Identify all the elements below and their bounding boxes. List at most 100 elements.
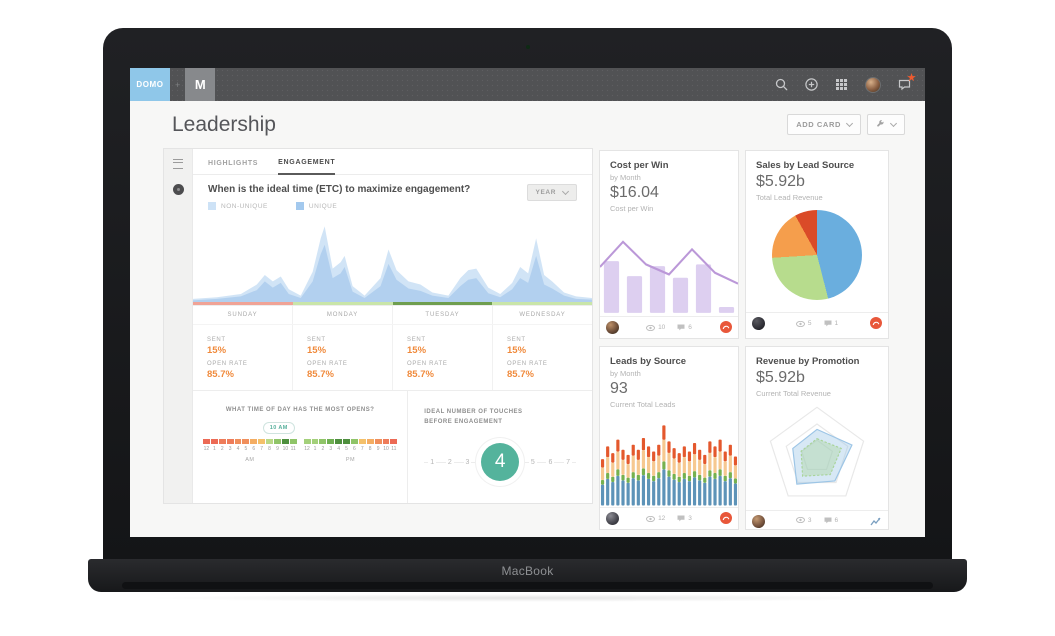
- card-revenue-by-promotion[interactable]: Revenue by Promotion $5.92b Current Tota…: [745, 346, 889, 530]
- tab-highlights[interactable]: HIGHLIGHTS: [208, 160, 259, 167]
- views-icon: [795, 517, 805, 523]
- page-header: Leadership ADD CARD: [130, 101, 925, 148]
- touches-section: IDEAL NUMBER OF TOUCHES BEFORE ENGAGEMEN…: [408, 391, 592, 503]
- day-label: WEDNESDAY: [519, 312, 566, 318]
- card-value: $16.04: [610, 184, 659, 201]
- card-title: Sales by Lead Source: [756, 160, 855, 171]
- day-stat: SENT 15% OPEN RATE 85.7%: [507, 337, 548, 380]
- domo-badge-icon: [720, 512, 732, 524]
- menu-icon[interactable]: [173, 159, 183, 169]
- card-footer: 10 6: [600, 316, 738, 338]
- comments-icon: [677, 515, 685, 522]
- legend-label: NON-UNIQUE: [221, 202, 268, 210]
- range-selector[interactable]: YEAR: [526, 184, 577, 201]
- avatar[interactable]: [752, 317, 765, 330]
- views-icon: [646, 515, 656, 522]
- page-title: Leadership: [172, 112, 276, 136]
- revenue-radar-chart: [769, 406, 865, 497]
- base-groove: [122, 582, 933, 589]
- touch-number: 2: [445, 458, 454, 466]
- card-leads-by-source[interactable]: Leads by Source by Month 93 Current Tota…: [599, 346, 739, 530]
- legend-swatch-unique: [295, 202, 304, 210]
- card-value-label: Total Lead Revenue: [756, 193, 823, 202]
- day-color-strip: [193, 302, 592, 305]
- card-value-label: Current Total Leads: [610, 400, 676, 409]
- laptop-base: MacBook: [88, 559, 967, 592]
- card-cost-per-win[interactable]: Cost per Win by Month $16.04 Cost per Wi…: [599, 150, 739, 339]
- touch-number: 6: [546, 458, 555, 466]
- profile-avatar[interactable]: [865, 76, 881, 93]
- comments-icon: [824, 517, 831, 523]
- chart-legend: NON-UNIQUE UNIQUE: [208, 202, 470, 210]
- comments-count: 6: [688, 324, 692, 331]
- card-title: Cost per Win: [610, 160, 669, 171]
- apps-grid-icon[interactable]: [835, 78, 848, 91]
- touches-highlight: 4: [481, 443, 520, 482]
- card-footer: 12 3: [600, 507, 738, 529]
- chart-question: When is the ideal time (ETC) to maximize…: [208, 184, 471, 195]
- views-icon: [646, 324, 656, 331]
- card-subtitle: by Month: [610, 369, 641, 378]
- card-value: $5.92b: [756, 369, 805, 386]
- laptop-shadow: [140, 594, 915, 602]
- add-icon[interactable]: [805, 78, 818, 91]
- domo-logo[interactable]: DOMO: [130, 68, 170, 101]
- add-card-button[interactable]: ADD CARD: [787, 114, 861, 135]
- laptop-bezel: DOMO + M Leadership: [103, 28, 952, 559]
- notifications-icon[interactable]: [898, 73, 916, 91]
- search-icon[interactable]: [775, 78, 788, 91]
- legend-swatch-non-unique: [208, 202, 216, 210]
- legend-label: UNIQUE: [308, 202, 338, 210]
- card-value-label: Cost per Win: [610, 204, 654, 213]
- avatar[interactable]: [606, 321, 619, 334]
- views-count: 5: [807, 320, 812, 327]
- trend-chart-icon: [870, 517, 881, 526]
- avatar[interactable]: [606, 512, 619, 525]
- views-count: 10: [658, 324, 666, 331]
- comments-icon: [677, 324, 685, 331]
- card-sales-by-lead-source[interactable]: Sales by Lead Source $5.92b Total Lead R…: [745, 150, 889, 339]
- pm-label: PM: [345, 457, 356, 463]
- day-label: MONDAY: [293, 306, 393, 324]
- wrench-icon: [877, 120, 884, 127]
- card-tabs: HIGHLIGHTS ENGAGEMENT: [193, 149, 592, 175]
- card-title: Leads by Source: [610, 356, 687, 367]
- webcam-dot: [525, 45, 530, 49]
- card-footer: 3 6: [746, 510, 888, 529]
- sales-pie-chart: [772, 210, 862, 300]
- comments-icon: [824, 320, 831, 327]
- hour-heatmap: [203, 439, 398, 444]
- touch-number: 3: [463, 458, 472, 466]
- day-stat: SENT 15% OPEN RATE 85.7%: [293, 325, 393, 390]
- day-labels-row: SUNDAY MONDAY TUESDAY WEDNESDAY: [193, 305, 592, 324]
- views-count: 12: [658, 515, 666, 522]
- workspace-tile[interactable]: M: [185, 68, 216, 101]
- card-subtitle: by Month: [610, 173, 641, 182]
- touch-number: 7: [564, 458, 572, 466]
- chevron-down-icon: [845, 119, 854, 128]
- card-value-label: Current Total Revenue: [756, 389, 831, 398]
- leads-by-source-chart: [600, 425, 738, 506]
- avatar[interactable]: [752, 515, 765, 528]
- settings-button[interactable]: [867, 114, 905, 135]
- help-icon[interactable]: [172, 184, 184, 195]
- views-count: 3: [807, 516, 812, 524]
- day-stats-row: SENT 15% OPEN RATE 85.7% SENT 15% OPEN RATE…: [193, 324, 592, 390]
- day-stat: SENT 15% OPEN RATE 85.7%: [393, 325, 493, 390]
- card-title: Revenue by Promotion: [756, 356, 860, 367]
- time-of-day-title: WHAT TIME OF DAY HAS THE MOST OPENS?: [225, 407, 375, 413]
- screen: DOMO + M Leadership: [130, 68, 925, 537]
- domo-badge-icon: [870, 317, 882, 329]
- card-value: $5.92b: [756, 173, 805, 190]
- tab-engagement[interactable]: ENGAGEMENT: [278, 159, 336, 175]
- comments-count: 3: [688, 515, 692, 522]
- card-footer: 5 1: [746, 312, 888, 334]
- peak-time-callout: 10 AM: [262, 422, 295, 434]
- day-label: TUESDAY: [393, 306, 493, 324]
- workspace-plus: +: [175, 79, 181, 90]
- views-icon: [795, 320, 805, 327]
- day-label: SUNDAY: [193, 306, 293, 324]
- macbook-label: MacBook: [501, 564, 554, 578]
